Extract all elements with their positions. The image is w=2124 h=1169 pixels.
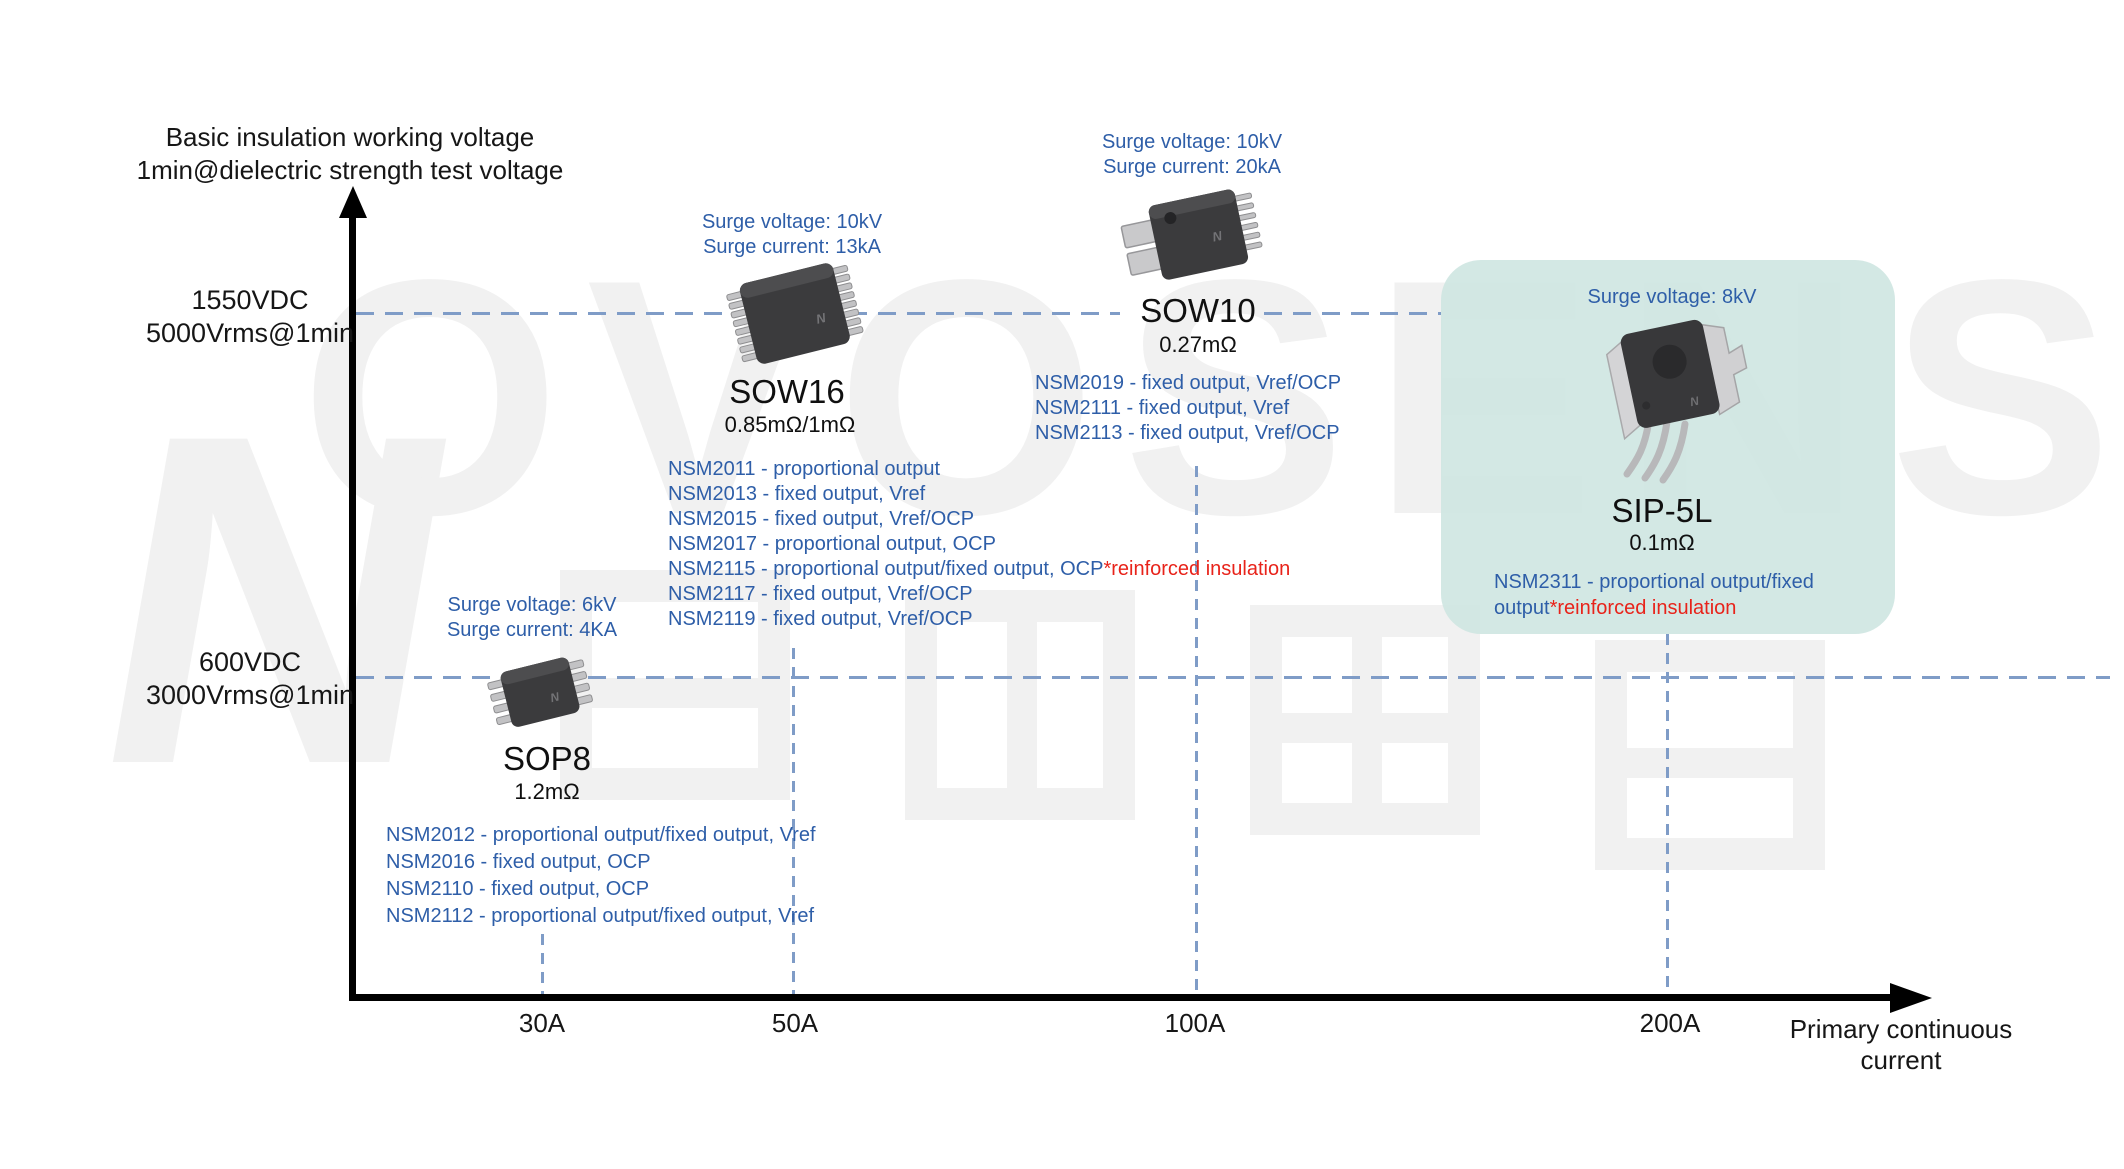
sip5l-package-name: SIP-5L: [1611, 492, 1713, 529]
sip5l-part-list: NSM2311 - proportional output/fixed outp…: [1494, 569, 1874, 621]
svg-text:N: N: [549, 689, 561, 705]
watermark-glyph-block: [1250, 605, 1480, 835]
y-axis-arrowhead: [339, 186, 367, 218]
part-list-item: NSM2110 - fixed output, OCP: [386, 878, 650, 900]
watermark-glyph-block: [905, 590, 1135, 820]
guide-50a: [792, 648, 795, 994]
part-list-item: NSM2117 - fixed output, Vref/OCP: [668, 583, 973, 605]
sow16-chip-icon: N: [726, 263, 864, 364]
x-tick-30a: 30A: [518, 1008, 566, 1038]
part-list-item: output*reinforced insulation: [1494, 597, 1737, 619]
part-list-item: NSM2112 - proportional output/fixed outp…: [386, 905, 815, 927]
sow10-surge-info: Surge voltage: 10kV Surge current: 20kA: [1052, 130, 1332, 180]
sow16-surge-info: Surge voltage: 10kV Surge current: 13kA: [652, 210, 932, 260]
sow10-chip-icon: N: [1120, 189, 1263, 280]
y-axis-title-line1: Basic insulation working voltage: [165, 122, 535, 152]
sip5l-chip-icon: N: [1605, 319, 1748, 484]
guide-100a: [1195, 466, 1198, 994]
x-axis-title: Primary continuous current: [1756, 1014, 2046, 1076]
part-list-item: NSM2115 - proportional output/fixed outp…: [668, 558, 1291, 580]
part-list-item: NSM2017 - proportional output, OCP: [668, 533, 996, 555]
part-list-item: NSM2012 - proportional output/fixed outp…: [386, 824, 816, 846]
part-list-item: NSM2015 - fixed output, Vref/OCP: [668, 508, 975, 530]
part-list-item: NSM2311 - proportional output/fixed: [1494, 571, 1814, 593]
svg-text:N: N: [1211, 228, 1224, 245]
y-tick-1550vdc: 1550VDC 5000Vrms@1min: [95, 284, 405, 350]
x-axis-title-line2: current: [1860, 1045, 1942, 1075]
part-list-item: NSM2019 - fixed output, Vref/OCP: [1035, 372, 1342, 394]
sow10-package-name: SOW10: [1140, 292, 1256, 329]
y-tick-600vdc-line2: 3000Vrms@1min: [146, 680, 354, 710]
part-list-item: NSM2011 - proportional output: [668, 458, 941, 480]
sow10-surge-current: Surge current: 20kA: [1103, 156, 1281, 178]
part-list-item: NSM2119 - fixed output, Vref/OCP: [668, 608, 973, 630]
svg-text:N: N: [1689, 394, 1701, 410]
sop8-part-list: NSM2012 - proportional output/fixed outp…: [386, 822, 816, 930]
part-list-item: NSM2111 - fixed output, Vref: [1035, 397, 1290, 419]
sow16-package-name: SOW16: [729, 373, 845, 410]
part-list-item: NSM2013 - fixed output, Vref: [668, 483, 926, 505]
sow16-resistance: 0.85mΩ/1mΩ: [724, 412, 856, 437]
sop8-resistance: 1.2mΩ: [514, 779, 580, 804]
guide-200a: [1666, 634, 1669, 994]
part-list-item: NSM2113 - fixed output, Vref/OCP: [1035, 422, 1340, 444]
y-tick-600vdc: 600VDC 3000Vrms@1min: [95, 646, 405, 712]
sow10-surge-voltage: Surge voltage: 10kV: [1101, 131, 1283, 153]
sip5l-surge-info: Surge voltage: 8kV: [1532, 285, 1812, 310]
sop8-surge-info: Surge voltage: 6kV Surge current: 4KA: [392, 593, 672, 643]
y-tick-600vdc-line1: 600VDC: [198, 647, 302, 677]
y-axis-title-line2: 1min@dielectric strength test voltage: [136, 155, 564, 185]
x-axis-line: [349, 994, 1892, 1001]
sow16-part-list: NSM2011 - proportional output NSM2013 - …: [668, 457, 1290, 632]
x-tick-200a: 200A: [1639, 1008, 1701, 1038]
x-tick-50a: 50A: [771, 1008, 819, 1038]
guide-600vdc: [356, 676, 2110, 679]
sow16-surge-voltage: Surge voltage: 10kV: [701, 211, 883, 233]
sip5l-surge-voltage: Surge voltage: 8kV: [1587, 286, 1757, 308]
sow16-surge-current: Surge current: 13kA: [703, 236, 881, 258]
x-tick-100a: 100A: [1164, 1008, 1226, 1038]
part-list-item: NSM2016 - fixed output, OCP: [386, 851, 651, 873]
sop8-package-name: SOP8: [502, 740, 592, 777]
y-axis-title: Basic insulation working voltage 1min@di…: [90, 121, 610, 187]
watermark-glyph-block: [1595, 640, 1825, 870]
x-axis-title-line1: Primary continuous: [1789, 1014, 2013, 1044]
sop8-surge-voltage: Surge voltage: 6kV: [447, 594, 617, 616]
sop8-surge-current: Surge current: 4KA: [446, 619, 618, 641]
sip5l-highlight-panel: [1441, 260, 1895, 634]
guide-30a: [541, 934, 544, 994]
sip5l-resistance: 0.1mΩ: [1629, 530, 1695, 555]
y-tick-1550vdc-line1: 1550VDC: [191, 285, 309, 315]
svg-text:N: N: [814, 310, 827, 327]
guide-1550vdc-right: [1264, 312, 1441, 315]
x-axis-arrowhead: [1890, 983, 1932, 1013]
y-tick-1550vdc-line2: 5000Vrms@1min: [146, 318, 354, 348]
sop8-chip-icon: N: [487, 657, 593, 727]
y-axis-line: [349, 212, 356, 1001]
sow10-part-list: NSM2019 - fixed output, Vref/OCP NSM2111…: [1035, 371, 1341, 446]
sow10-resistance: 0.27mΩ: [1159, 332, 1237, 357]
